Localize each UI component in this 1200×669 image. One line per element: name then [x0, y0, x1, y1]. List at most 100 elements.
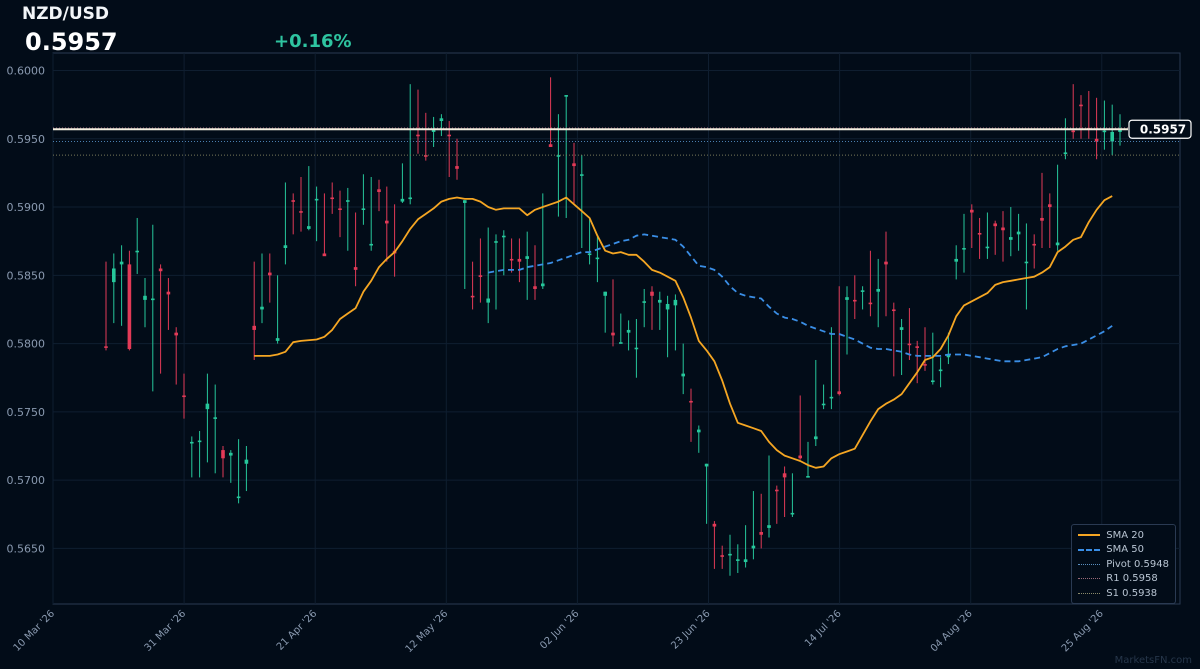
candle-body — [213, 417, 217, 419]
candle-body — [127, 264, 132, 350]
candle-body — [642, 301, 646, 303]
candle-body — [1048, 204, 1052, 208]
watermark: MarketsFN.com — [1114, 655, 1192, 666]
y-tick-label: 0.5900 — [7, 201, 46, 214]
candle-body — [1016, 231, 1021, 235]
candle-body — [626, 329, 631, 333]
candle-body — [650, 291, 654, 296]
candle-body — [353, 267, 358, 270]
candle-body — [229, 452, 233, 456]
candle-body — [1024, 261, 1029, 264]
s1-swatch — [1078, 592, 1101, 594]
candle-body — [689, 400, 693, 403]
candle-body — [798, 455, 802, 459]
candle-body — [704, 463, 709, 467]
current-price: 0.5957 — [25, 28, 118, 56]
candle-body — [533, 286, 537, 289]
sma20-line — [254, 195, 1113, 469]
candle-body — [330, 197, 334, 200]
candle-body — [486, 298, 490, 303]
legend-label-r1: R1 0.5958 — [1106, 573, 1158, 585]
candle-body — [182, 395, 186, 398]
candle-body — [470, 295, 475, 298]
candle-body — [759, 532, 763, 535]
pair-title: NZD/USD — [22, 4, 110, 24]
candle-body — [119, 261, 124, 265]
legend-label-sma50: SMA 50 — [1106, 544, 1145, 556]
candle-body — [814, 436, 818, 440]
candle-body — [743, 559, 748, 563]
candle-body — [346, 200, 350, 202]
candle-body — [837, 391, 841, 395]
x-tick-label: 31 Mar '26 — [143, 608, 189, 654]
candle-body — [322, 253, 327, 257]
x-tick-label: 12 May '26 — [404, 608, 451, 655]
candle-body — [860, 290, 865, 292]
candle-body — [728, 553, 732, 556]
candle-body — [587, 253, 592, 256]
candle-body — [892, 309, 896, 312]
candle-body — [252, 325, 256, 330]
candle-body — [985, 246, 990, 249]
candle-body — [993, 223, 997, 227]
candle-body — [775, 489, 779, 492]
candle-body — [190, 441, 194, 444]
candle-body — [1079, 104, 1083, 107]
candle-body — [697, 429, 701, 433]
candle-body — [525, 256, 529, 259]
x-tick-label: 04 Aug '26 — [929, 608, 975, 654]
candle-body — [1110, 131, 1114, 142]
price-change: +0.16% — [274, 31, 352, 52]
candle-body — [1032, 243, 1036, 246]
y-tick-label: 0.5950 — [7, 133, 46, 146]
candle-body — [494, 241, 498, 243]
legend-item-sma20: SMA 20 — [1078, 528, 1169, 543]
candle-body — [564, 95, 568, 97]
candle-body — [205, 403, 210, 410]
candle-body — [151, 298, 155, 301]
candle-body — [338, 208, 342, 211]
candle-body — [548, 144, 553, 147]
plot-frame — [52, 52, 1181, 605]
candle-body — [463, 200, 467, 203]
candle-body — [424, 155, 428, 157]
candle-body — [931, 380, 935, 383]
candle-body — [595, 257, 600, 260]
candles-group — [104, 77, 1122, 576]
y-tick-label: 0.5700 — [7, 474, 46, 487]
y-tick-label: 0.6000 — [7, 65, 46, 78]
candle-body — [580, 174, 584, 176]
y-tick-label: 0.5800 — [7, 338, 46, 351]
candle-body — [275, 338, 280, 341]
candle-body — [1009, 237, 1013, 240]
candle-body — [143, 295, 147, 300]
candle-body — [517, 258, 522, 262]
sma50-swatch — [1078, 548, 1101, 551]
candle-body — [166, 291, 171, 295]
candle-body — [673, 299, 678, 306]
candle-body — [962, 248, 966, 250]
sma20-swatch — [1078, 534, 1101, 537]
legend-item-pivot: Pivot 0.5948 — [1078, 557, 1169, 572]
candle-body — [954, 258, 958, 262]
candle-body — [845, 297, 849, 300]
candle-body — [1055, 242, 1060, 246]
candle-body — [377, 189, 381, 193]
candle-body — [299, 211, 303, 213]
legend-label-sma20: SMA 20 — [1106, 529, 1145, 541]
candle-body — [1094, 138, 1099, 142]
candle-body — [658, 299, 662, 303]
x-tick-label: 10 Mar '26 — [12, 608, 58, 654]
candle-body — [782, 473, 787, 478]
candle-body — [884, 261, 888, 265]
y-tick-label: 0.5650 — [7, 542, 46, 555]
sma50-line — [488, 233, 1113, 363]
y-tick-label: 0.5750 — [7, 406, 46, 419]
candle-body — [970, 209, 974, 213]
candle-body — [112, 268, 116, 283]
candle-body — [751, 545, 756, 549]
candle-body — [876, 288, 880, 292]
candle-body — [720, 555, 724, 557]
candle-body — [1071, 130, 1075, 133]
